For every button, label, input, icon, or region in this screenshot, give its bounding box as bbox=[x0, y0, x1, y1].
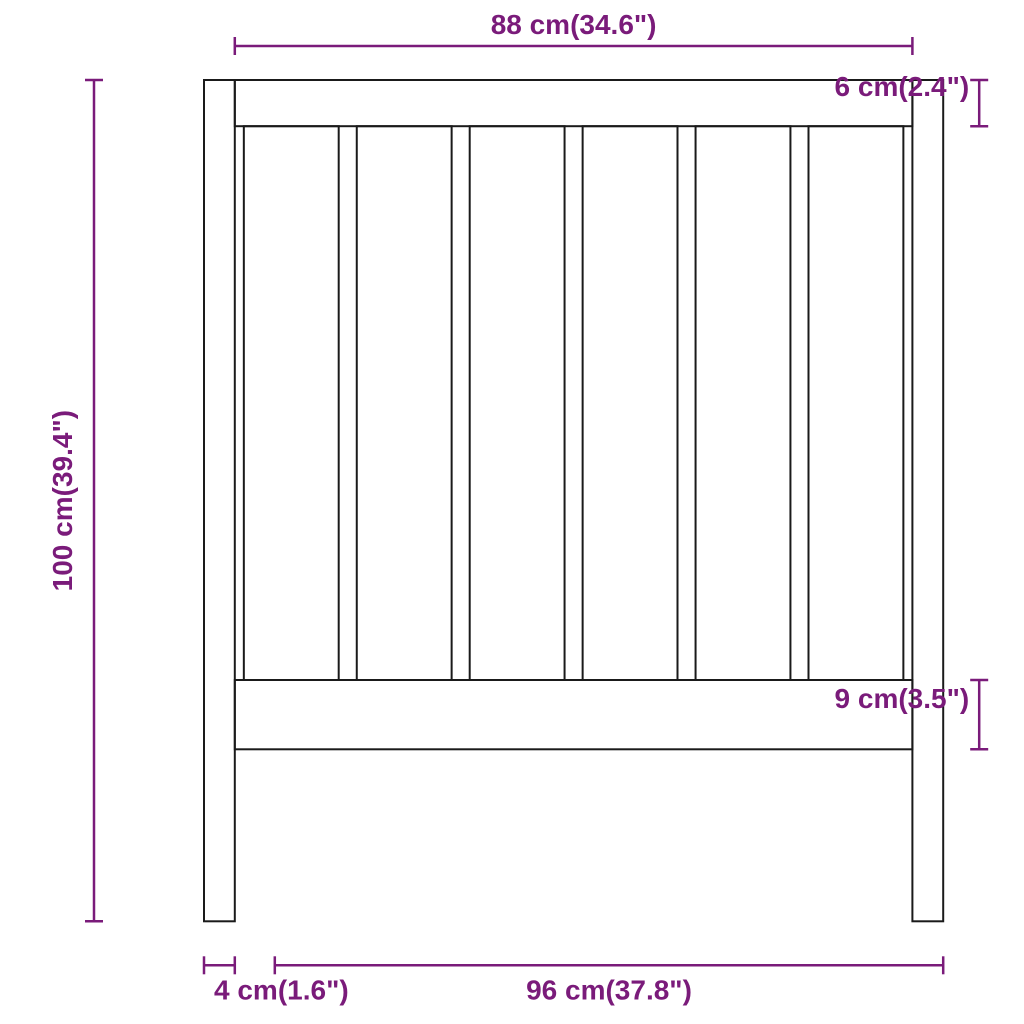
slat bbox=[244, 126, 339, 680]
post bbox=[204, 80, 235, 921]
dim-label: 96 cm(37.8") bbox=[526, 974, 692, 1005]
slat bbox=[470, 126, 565, 680]
dim-label: 100 cm(39.4") bbox=[47, 410, 78, 591]
dim-label: 88 cm(34.6") bbox=[491, 9, 657, 40]
post bbox=[912, 80, 943, 921]
dim-label: 4 cm(1.6") bbox=[214, 974, 349, 1005]
dim-label: 6 cm(2.4") bbox=[835, 71, 970, 102]
slat bbox=[809, 126, 904, 680]
slat bbox=[357, 126, 452, 680]
slat bbox=[583, 126, 678, 680]
dim-label: 9 cm(3.5") bbox=[835, 683, 970, 714]
top-rail bbox=[235, 80, 913, 126]
bottom-rail bbox=[235, 680, 913, 749]
slat bbox=[696, 126, 791, 680]
